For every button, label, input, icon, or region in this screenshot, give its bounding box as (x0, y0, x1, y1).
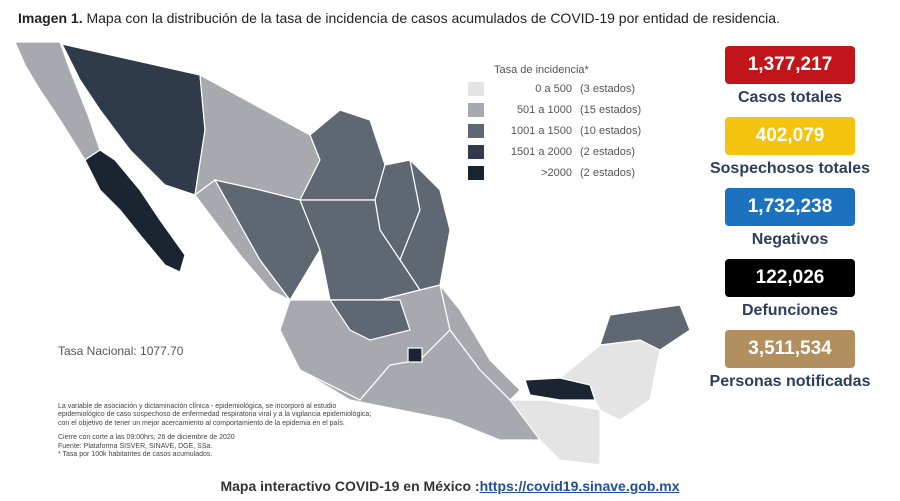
state (328, 299, 411, 341)
legend-count: (2 estados) (580, 166, 636, 179)
legend-item: 1501 a 2000 (2 estados) (468, 141, 641, 162)
note-line: con el objetivo de tener un mejor acerca… (58, 419, 345, 427)
stat-value: 1,377,217 (725, 46, 855, 84)
national-rate: Tasa Nacional: 1077.70 (58, 344, 184, 358)
note-line: epidemiológico de caso sospechoso de enf… (58, 411, 372, 419)
state (599, 304, 691, 351)
stat-value: 122,026 (725, 259, 855, 297)
legend-item: 0 a 500 (3 estados) (468, 78, 641, 99)
legend-count: (15 estados) (580, 103, 642, 116)
stat: 402,079 Sospechosos totales (700, 117, 880, 178)
legend-range: >2000 (541, 166, 572, 179)
stat-label: Sospechosos totales (709, 160, 871, 177)
footer: Mapa interactivo COVID-19 en México :htt… (0, 478, 900, 494)
state (508, 399, 601, 466)
legend-swatch (468, 144, 484, 159)
note-line: Cierre con corte a las 09:00hrs, 26 de d… (58, 434, 235, 442)
state (407, 347, 423, 363)
stat: 3,511,534 Personas notificadas (700, 330, 880, 391)
legend: Tasa de incidencia* 0 a 500 (3 estados) 50… (468, 64, 641, 183)
state (84, 149, 186, 273)
stat-value: 402,079 (725, 117, 855, 155)
footer-link[interactable]: https://covid19.sinave.gob.mx (479, 478, 680, 494)
title-text: Mapa con la distribución de la tasa de i… (86, 10, 780, 26)
stat-label: Defunciones (741, 302, 838, 319)
legend-item: 501 a 1000 (15 estados) (468, 99, 641, 120)
footer-text: Mapa interactivo COVID-19 en México : (220, 478, 480, 494)
legend-item: >2000 (2 estados) (468, 162, 641, 183)
legend-count: (10 estados) (580, 124, 642, 137)
legend-range: 0 a 500 (535, 82, 572, 95)
notes: La variable de asociación y dictaminació… (58, 403, 418, 459)
legend-count: (3 estados) (580, 82, 636, 95)
legend-swatch (468, 102, 484, 117)
stat: 1,732,238 Negativos (700, 188, 880, 249)
note-line: La variable de asociación y dictaminació… (58, 403, 337, 410)
stat-label: Personas notificadas (709, 373, 871, 390)
legend-swatch (468, 81, 484, 96)
legend-title: Tasa de incidencia* (494, 64, 589, 76)
legend-range: 1501 a 2000 (510, 145, 572, 158)
title: Imagen 1. Mapa con la distribución de la… (18, 10, 780, 26)
legend-count: (2 estados) (580, 145, 636, 158)
stat: 122,026 Defunciones (700, 259, 880, 320)
legend-range: 1001 a 1500 (510, 124, 572, 137)
legend-swatch (468, 123, 484, 138)
note-line: Fuente: Plataforma SISVER, SINAVE, DGE, … (58, 442, 213, 450)
legend-range: 501 a 1000 (516, 103, 572, 116)
state (524, 377, 596, 401)
stat-label: Negativos (751, 231, 829, 248)
note-line: * Tasa por 100k habitantes de casos acum… (58, 451, 213, 459)
legend-item: 1001 a 1500 (10 estados) (468, 120, 641, 141)
stat-label: Casos totales (737, 89, 843, 106)
stat: 1,377,217 Casos totales (700, 46, 880, 107)
stat-value: 3,511,534 (725, 330, 855, 368)
legend-swatch (468, 165, 484, 180)
stat-value: 1,732,238 (725, 188, 855, 226)
title-label: Imagen 1. (18, 10, 83, 26)
